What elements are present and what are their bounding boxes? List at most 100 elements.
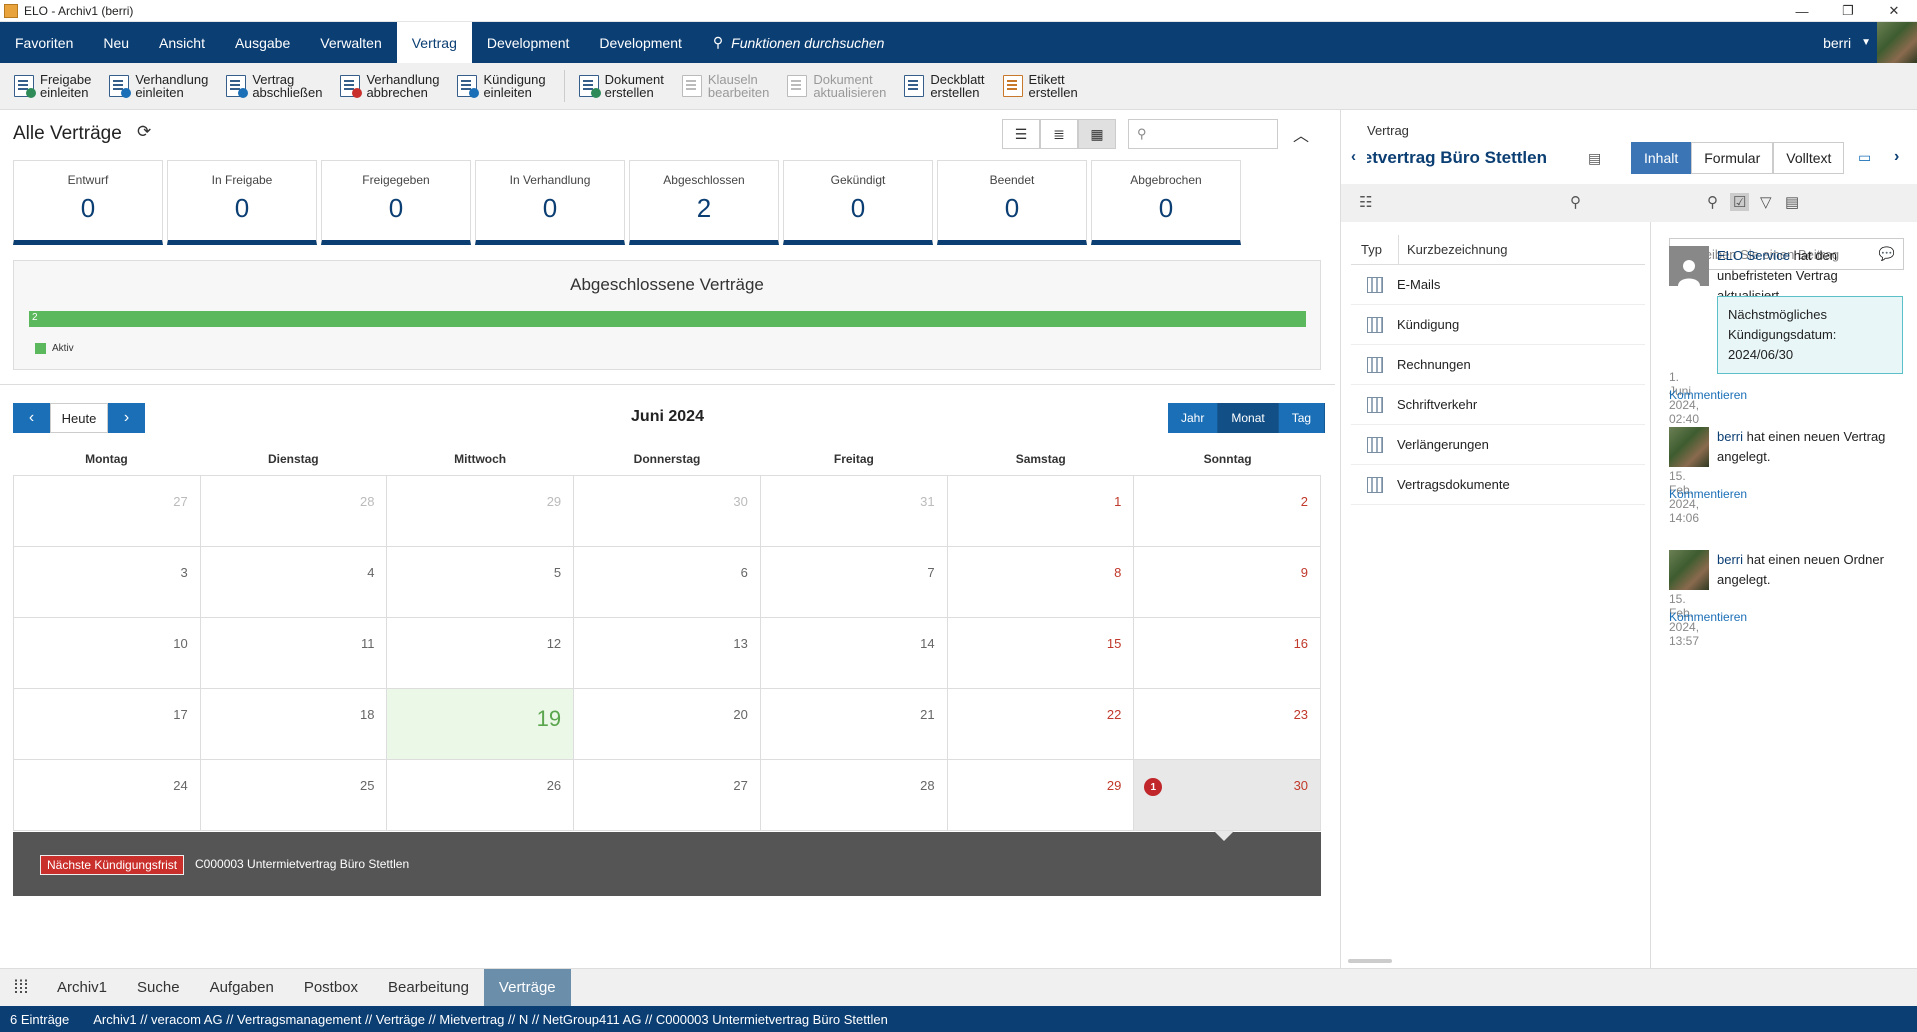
calendar-day[interactable]: 3: [14, 547, 201, 618]
menu-verwalten[interactable]: Verwalten: [320, 34, 382, 51]
verhandlung-einleiten-button[interactable]: Verhandlung einleiten: [109, 73, 208, 99]
feed-search-icon[interactable]: ⚲: [1707, 194, 1718, 211]
calendar-day[interactable]: 4: [200, 547, 388, 618]
vertrag-abschliessen-button[interactable]: Vertrag abschließen: [226, 73, 322, 99]
stat-in-freigabe[interactable]: In Freigabe 0: [167, 160, 317, 245]
search-icon[interactable]: ⚲: [1570, 194, 1581, 211]
calendar-day[interactable]: 21: [760, 689, 948, 760]
prev-month-button[interactable]: ‹: [13, 403, 50, 433]
deckblatt-erstellen-button[interactable]: Deckblatt erstellen: [904, 73, 985, 99]
calendar-day[interactable]: 26: [387, 760, 575, 831]
menu-ansicht[interactable]: Ansicht: [159, 34, 205, 51]
calendar-day[interactable]: 2: [1134, 476, 1322, 547]
view-year-button[interactable]: Jahr: [1168, 403, 1219, 433]
event-contract-link[interactable]: C000003 Untermietvertrag Büro Stettlen: [195, 857, 410, 871]
calendar-day[interactable]: 13: [574, 618, 761, 689]
next-month-button[interactable]: ›: [108, 403, 145, 433]
maximize-button[interactable]: ❐: [1842, 3, 1854, 18]
list-item[interactable]: Schriftverkehr: [1351, 385, 1645, 425]
refresh-icon[interactable]: ⟳: [137, 122, 152, 141]
calendar-day[interactable]: 10: [14, 618, 201, 689]
stat-gekuendigt[interactable]: Gekündigt 0: [783, 160, 933, 245]
calendar-day[interactable]: 29: [387, 476, 575, 547]
menu-development-1[interactable]: Development: [486, 34, 570, 51]
panel-layout-icon[interactable]: ▭: [1858, 149, 1872, 165]
apps-grid-icon[interactable]: ⁞⁞⁞: [13, 977, 29, 997]
col-type[interactable]: Typ: [1351, 234, 1399, 265]
calendar-day[interactable]: 18: [200, 689, 388, 760]
calendar-day[interactable]: 11: [200, 618, 388, 689]
calendar-day[interactable]: 28: [200, 476, 388, 547]
menu-favoriten[interactable]: Favoriten: [15, 34, 74, 51]
detail-view-icon[interactable]: ≣: [1040, 119, 1078, 149]
horizontal-scrollbar[interactable]: [1348, 959, 1392, 963]
tab-vertraege[interactable]: Verträge: [483, 969, 571, 1006]
feed-user[interactable]: berri: [1717, 429, 1744, 444]
tab-bearbeitung[interactable]: Bearbeitung: [388, 979, 469, 996]
calendar-day[interactable]: 5: [387, 547, 575, 618]
stat-abgeschlossen[interactable]: Abgeschlossen 2: [629, 160, 779, 245]
comment-link[interactable]: Kommentieren: [1669, 610, 1748, 624]
chevron-up-icon[interactable]: ︿: [1293, 128, 1310, 145]
filter-icon[interactable]: ▽: [1760, 194, 1772, 211]
calendar-day-today[interactable]: 19: [387, 689, 575, 760]
calendar-day[interactable]: 7: [760, 547, 948, 618]
stat-freigegeben[interactable]: Freigegeben 0: [321, 160, 471, 245]
stat-entwurf[interactable]: Entwurf 0: [13, 160, 163, 245]
calendar-day-selected[interactable]: 1 30: [1134, 760, 1322, 831]
tab-suche[interactable]: Suche: [137, 979, 180, 996]
user-menu[interactable]: berri ▼: [1823, 22, 1871, 63]
menu-vertrag[interactable]: Vertrag: [396, 22, 472, 63]
calendar-day[interactable]: 29: [947, 760, 1135, 831]
tab-aufgaben[interactable]: Aufgaben: [209, 979, 274, 996]
dokument-erstellen-button[interactable]: Dokument erstellen: [578, 73, 664, 99]
list-view-icon[interactable]: ☰: [1002, 119, 1040, 149]
calendar-day[interactable]: 12: [387, 618, 575, 689]
list-item[interactable]: Vertragsdokumente: [1351, 465, 1645, 505]
calendar-day[interactable]: 14: [760, 618, 948, 689]
calendar-day[interactable]: 1: [947, 476, 1135, 547]
today-button[interactable]: Heute: [50, 403, 108, 433]
calendar-day[interactable]: 27: [14, 476, 201, 547]
tab-volltext[interactable]: Volltext: [1773, 142, 1845, 174]
list-item[interactable]: Rechnungen: [1351, 345, 1645, 385]
menu-neu[interactable]: Neu: [103, 34, 130, 51]
calendar-day[interactable]: 28: [760, 760, 948, 831]
calendar-day[interactable]: 16: [1134, 618, 1322, 689]
stat-in-verhandlung[interactable]: In Verhandlung 0: [475, 160, 625, 245]
list-item[interactable]: Verlängerungen: [1351, 425, 1645, 465]
tab-formular[interactable]: Formular: [1691, 142, 1774, 174]
menu-ausgabe[interactable]: Ausgabe: [234, 34, 291, 51]
comment-link[interactable]: Kommentieren: [1669, 487, 1748, 501]
feed-user[interactable]: berri: [1717, 552, 1744, 567]
menu-development-2[interactable]: Development: [599, 34, 682, 51]
dashboard-search-input[interactable]: ⚲: [1128, 119, 1278, 149]
comment-link[interactable]: Kommentieren: [1669, 388, 1748, 402]
chevron-right-icon[interactable]: ›: [1894, 148, 1900, 165]
tab-postbox[interactable]: Postbox: [303, 979, 359, 996]
calendar-day[interactable]: 25: [200, 760, 388, 831]
etikett-erstellen-button[interactable]: Etikett erstellen: [1002, 73, 1078, 99]
kuendigung-einleiten-button[interactable]: Kündigung einleiten: [457, 73, 546, 99]
tab-archiv1[interactable]: Archiv1: [57, 979, 108, 996]
chevron-left-icon[interactable]: ‹: [1351, 148, 1356, 165]
verhandlung-abbrechen-button[interactable]: Verhandlung abbrechen: [340, 73, 439, 99]
list-icon[interactable]: ▤: [1785, 194, 1800, 211]
calendar-view-icon[interactable]: ▦: [1078, 119, 1116, 149]
tab-inhalt[interactable]: Inhalt: [1631, 142, 1692, 174]
user-avatar[interactable]: [1877, 22, 1917, 63]
calendar-day[interactable]: 15: [947, 618, 1135, 689]
view-month-button[interactable]: Monat: [1218, 403, 1279, 433]
stat-beendet[interactable]: Beendet 0: [937, 160, 1087, 245]
close-button[interactable]: ✕: [1888, 3, 1900, 18]
event-count-badge[interactable]: 1: [1144, 778, 1163, 796]
calendar-day[interactable]: 22: [947, 689, 1135, 760]
stat-abgebrochen[interactable]: Abgebrochen 0: [1091, 160, 1241, 245]
calendar-day[interactable]: 30: [574, 476, 761, 547]
calendar-day[interactable]: 8: [947, 547, 1135, 618]
calendar-day[interactable]: 24: [14, 760, 201, 831]
calendar-day[interactable]: 27: [574, 760, 761, 831]
list-item[interactable]: E-Mails: [1351, 265, 1645, 305]
calendar-day[interactable]: 31: [760, 476, 948, 547]
pane-divider[interactable]: [1340, 110, 1341, 968]
